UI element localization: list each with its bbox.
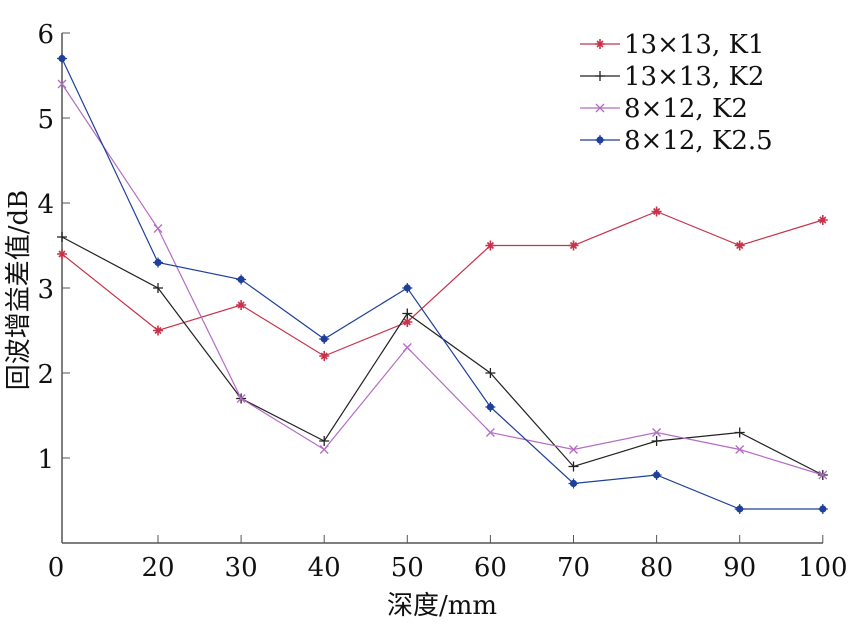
data-point bbox=[569, 445, 578, 454]
data-point bbox=[319, 351, 330, 361]
y-tick-label: 1 bbox=[37, 445, 54, 475]
legend-marker bbox=[595, 103, 605, 113]
legend-entry: 8×12, K2.5 bbox=[580, 126, 773, 156]
data-point bbox=[236, 394, 246, 403]
x-tick-label: 40 bbox=[308, 553, 341, 583]
legend-marker bbox=[595, 71, 605, 81]
x-tick-label: 70 bbox=[557, 553, 590, 583]
data-point-cross bbox=[319, 334, 330, 344]
data-point-cross bbox=[153, 257, 163, 268]
data-point-cross bbox=[568, 478, 579, 489]
series-lines bbox=[57, 53, 828, 514]
series-line bbox=[61, 210, 823, 357]
legend-label: 13×13, K2 bbox=[624, 62, 764, 92]
data-point bbox=[485, 240, 496, 251]
data-point bbox=[651, 206, 662, 217]
x-tick-label: 60 bbox=[474, 553, 507, 583]
y-tick-label: 5 bbox=[37, 105, 54, 135]
series-3 bbox=[57, 53, 828, 514]
x-tick-label: 30 bbox=[225, 553, 258, 583]
data-point-cross bbox=[485, 402, 496, 412]
data-point bbox=[153, 283, 163, 293]
series-0 bbox=[57, 206, 828, 361]
data-point bbox=[57, 79, 67, 89]
legend-marker-cross bbox=[595, 135, 605, 145]
data-point bbox=[153, 224, 163, 233]
legend-label: 13×13, K1 bbox=[624, 30, 764, 60]
x-tick-label: 100 bbox=[798, 553, 848, 583]
data-point bbox=[568, 240, 579, 251]
data-point-cross bbox=[651, 470, 662, 480]
y-tick-label: 4 bbox=[37, 190, 54, 220]
data-point-cross bbox=[817, 504, 828, 514]
y-axis-label: 回波增益差值/dB bbox=[4, 190, 34, 391]
series-2 bbox=[57, 79, 828, 480]
data-point bbox=[57, 249, 67, 259]
data-point bbox=[402, 308, 413, 319]
data-point bbox=[485, 368, 496, 378]
data-point bbox=[817, 215, 828, 225]
data-point bbox=[402, 343, 412, 352]
y-tick-label: 3 bbox=[37, 275, 54, 305]
data-point-cross bbox=[402, 283, 413, 293]
legend-entry: 8×12, K2 bbox=[580, 94, 748, 124]
x-tick-label: 0 bbox=[48, 553, 65, 583]
series-1 bbox=[57, 232, 828, 480]
x-tick-label: 80 bbox=[640, 553, 673, 583]
data-point-cross bbox=[57, 53, 67, 64]
data-point bbox=[734, 240, 745, 251]
data-point bbox=[651, 436, 662, 446]
legend-entry: 13×13, K2 bbox=[580, 62, 764, 92]
x-tick-label: 90 bbox=[723, 553, 756, 583]
data-point bbox=[57, 232, 67, 242]
data-point bbox=[402, 317, 413, 327]
data-point bbox=[818, 470, 828, 480]
data-point bbox=[568, 461, 579, 472]
series-line bbox=[61, 83, 823, 476]
data-point bbox=[319, 436, 330, 446]
data-point bbox=[485, 428, 495, 437]
data-point bbox=[153, 325, 163, 336]
data-point bbox=[236, 300, 247, 310]
data-point-cross bbox=[734, 504, 745, 514]
legend-entry: 13×13, K1 bbox=[580, 30, 764, 60]
data-point bbox=[319, 445, 329, 454]
data-point bbox=[735, 445, 745, 454]
x-axis-label: 深度/mm bbox=[387, 591, 497, 621]
series-line bbox=[61, 58, 823, 510]
y-tick-label: 6 bbox=[37, 20, 54, 50]
x-tick-label: 20 bbox=[141, 553, 174, 583]
legend-label: 8×12, K2 bbox=[624, 94, 748, 124]
y-tick-label: 2 bbox=[37, 360, 54, 390]
legend-label: 8×12, K2.5 bbox=[624, 126, 773, 156]
series-line bbox=[61, 236, 824, 476]
x-tick-label: 50 bbox=[391, 553, 424, 583]
legend-marker bbox=[595, 39, 605, 49]
data-point bbox=[734, 427, 745, 438]
data-point-cross bbox=[236, 274, 247, 285]
data-point bbox=[652, 428, 662, 437]
